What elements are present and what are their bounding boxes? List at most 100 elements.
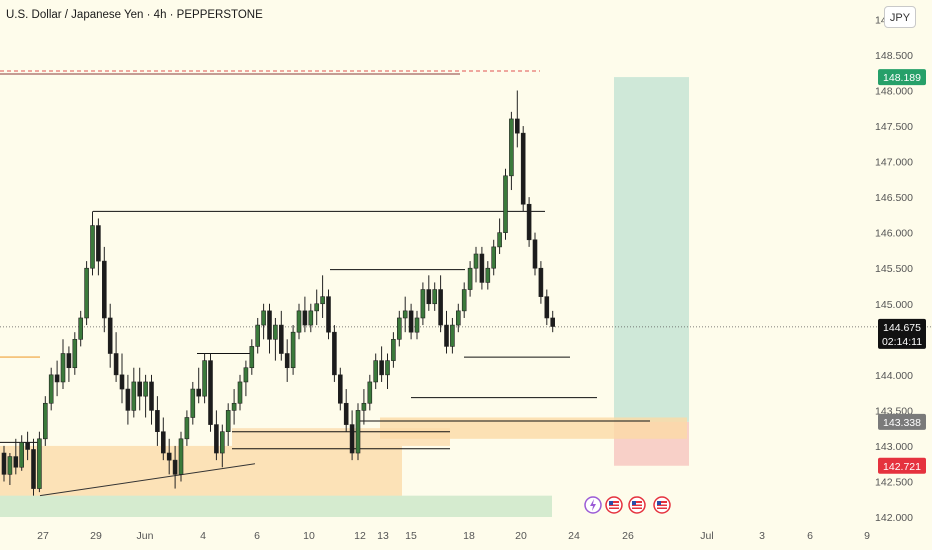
event-us-flag-icon[interactable]: [653, 496, 671, 514]
candle-body: [113, 353, 119, 376]
candle-body: [402, 310, 408, 319]
event-us-flag-icon[interactable]: [605, 496, 623, 514]
candle: [255, 317, 260, 354]
candle: [84, 261, 89, 326]
candle-body: [31, 449, 36, 489]
candle-body: [320, 296, 325, 305]
candle: [538, 261, 544, 304]
candle: [391, 332, 396, 368]
x-tick-label: 4: [200, 530, 206, 542]
candle-body: [273, 324, 278, 340]
candle-body: [290, 331, 296, 369]
candle: [438, 275, 443, 333]
candle-body: [155, 410, 160, 433]
candle: [119, 353, 125, 404]
candle-body: [172, 459, 178, 475]
candle-body: [514, 118, 520, 134]
entry-price-tag: 143.338: [883, 417, 921, 429]
candle-body: [332, 331, 337, 376]
flag-icon-stripes: [609, 501, 619, 509]
flag-icon-canton: [632, 501, 636, 505]
candle-body: [19, 442, 25, 468]
candle: [131, 367, 137, 418]
candle-body: [78, 317, 83, 340]
candle: [19, 435, 25, 471]
candle: [1, 445, 7, 482]
candle-body: [137, 381, 142, 397]
candle: [196, 367, 201, 404]
candle: [361, 389, 367, 425]
candle-body: [255, 324, 260, 347]
candle: [42, 396, 48, 446]
candle: [161, 417, 166, 461]
candle-body: [420, 289, 426, 319]
candle-body: [7, 456, 13, 475]
stop-price-tag: 142.721: [883, 461, 921, 473]
candle: [149, 374, 154, 425]
candle-body: [284, 353, 290, 369]
currency-button[interactable]: JPY: [884, 6, 916, 28]
candle-body: [48, 374, 54, 404]
x-tick-label: 15: [405, 530, 417, 542]
event-lightning-icon[interactable]: [584, 496, 602, 514]
candle: [355, 403, 361, 461]
candle: [455, 303, 461, 333]
flag-icon-canton: [657, 501, 661, 505]
flag-icon-canton: [609, 501, 613, 505]
candle-body: [538, 267, 544, 297]
candle-body: [119, 374, 125, 390]
green-base-zone: [0, 495, 552, 517]
y-tick-label: 143.000: [875, 441, 913, 453]
candle-body: [184, 417, 190, 440]
flag-icon-white-stripe: [657, 503, 667, 505]
candle: [550, 310, 556, 333]
candle: [514, 90, 520, 148]
candle: [13, 438, 19, 475]
x-tick-label: 6: [807, 530, 813, 542]
candle-body: [220, 431, 225, 454]
candle-body: [214, 424, 219, 454]
flag-icon-stripes: [632, 501, 642, 509]
candle-body: [42, 402, 48, 440]
candle: [90, 211, 95, 276]
candle-body: [161, 431, 166, 454]
x-tick-label: 24: [568, 530, 580, 542]
candle-body: [461, 289, 467, 312]
candle-body: [131, 381, 137, 411]
candle-body: [196, 388, 201, 397]
candle: [278, 310, 284, 361]
candle-body: [149, 381, 154, 411]
candle: [320, 275, 325, 318]
candle-body: [243, 367, 249, 383]
candle: [261, 303, 266, 340]
candle-body: [349, 424, 355, 454]
candle: [432, 282, 438, 311]
candle-body: [96, 225, 101, 262]
candle-body: [414, 317, 420, 333]
candle-body: [308, 310, 314, 326]
candle: [113, 332, 119, 382]
candle: [60, 339, 66, 390]
trend-line: [39, 463, 256, 497]
candle: [379, 346, 384, 382]
candle: [373, 353, 379, 390]
candle: [385, 353, 390, 390]
x-tick-label: 13: [377, 530, 389, 542]
candle-body: [143, 381, 148, 397]
x-tick-label: Jul: [700, 530, 713, 542]
candle-body: [479, 253, 485, 283]
candle: [249, 339, 255, 375]
x-tick-label: 18: [463, 530, 475, 542]
x-tick-label: 6: [254, 530, 260, 542]
candle-body: [225, 410, 231, 433]
candle: [78, 310, 83, 347]
candle: [296, 303, 302, 340]
event-us-flag-icon[interactable]: [628, 496, 646, 514]
candle: [237, 374, 243, 411]
y-tick-label: 145.000: [875, 299, 913, 311]
chart-title: U.S. Dollar / Japanese Yen · 4h · PEPPER…: [6, 9, 263, 21]
flag-icon-white-stripe: [609, 506, 619, 508]
candle: [461, 282, 467, 318]
